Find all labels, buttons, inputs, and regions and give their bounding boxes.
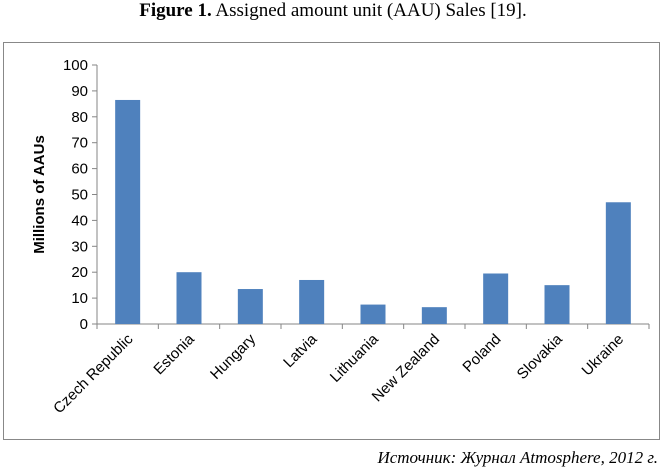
x-category-label: Lithuania — [327, 330, 383, 386]
x-category-label: Hungary — [207, 330, 259, 382]
bar-chart: 0 10 20 30 40 50 60 70 80 90 100 Millions of AAUs Cz… — [31, 57, 650, 417]
bar-hungary — [237, 289, 263, 324]
figure-label: Figure 1. — [139, 0, 212, 21]
x-category-label: Latvia — [280, 330, 321, 371]
y-tick-label: 40 — [71, 212, 88, 229]
y-tick-label: 80 — [71, 109, 88, 126]
y-tick-label: 20 — [71, 264, 88, 281]
y-tick-label: 100 — [63, 57, 88, 74]
y-tick-label: 50 — [71, 187, 88, 204]
bar-slovakia — [544, 285, 570, 324]
bar-new-zealand — [421, 307, 447, 324]
source-note: Источник: Журнал Atmosphere, 2012 г. — [377, 448, 658, 467]
bar-latvia — [299, 279, 325, 324]
chart-frame: 0 10 20 30 40 50 60 70 80 90 100 Millions of AAUs Cz… — [3, 42, 660, 440]
y-tick-label: 30 — [71, 238, 88, 255]
y-tick-label: 90 — [71, 83, 88, 100]
y-tick-label: 60 — [71, 161, 88, 178]
y-tick-label: 70 — [71, 135, 88, 152]
x-category-label: Slovakia — [514, 330, 567, 383]
x-category-label: Ukraine — [579, 331, 628, 380]
bar-ukraine — [605, 202, 631, 324]
x-category-label: Estonia — [150, 330, 198, 378]
y-axis-title: Millions of AAUs — [31, 135, 48, 254]
x-category-label: Czech Republic — [50, 330, 137, 417]
figure-caption: Figure 1. Assigned amount unit (AAU) Sal… — [0, 0, 666, 22]
y-tick-label: 10 — [71, 290, 88, 307]
x-category-label: Poland — [459, 331, 504, 376]
bar-lithuania — [360, 304, 386, 324]
bar-estonia — [176, 272, 202, 324]
figure-title: Assigned amount unit (AAU) Sales [19]. — [215, 0, 527, 21]
y-tick-label: 0 — [80, 316, 88, 333]
bar-poland — [483, 273, 509, 324]
bar-czech-republic — [115, 99, 141, 324]
